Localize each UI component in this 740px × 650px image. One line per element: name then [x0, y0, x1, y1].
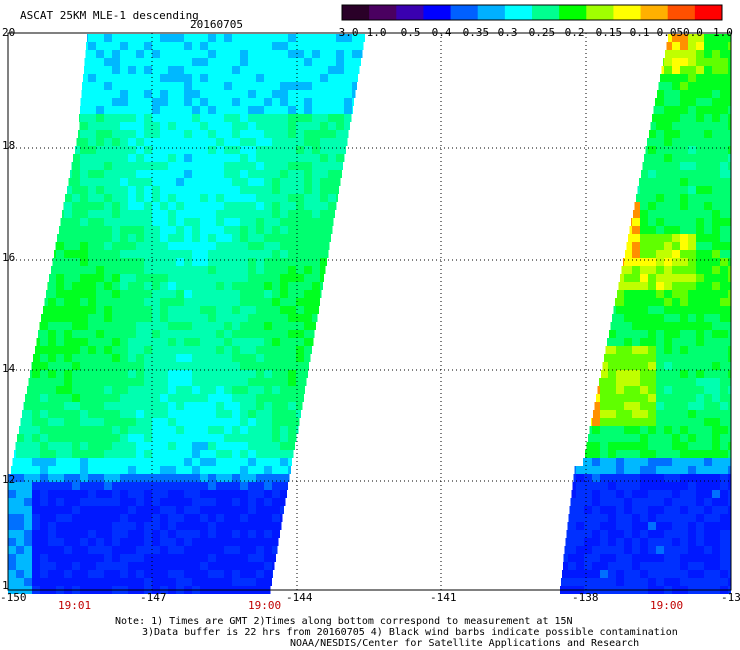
lon-label: -13: [721, 591, 740, 604]
colorbar-tick-label: -0.15: [589, 26, 623, 39]
colorbar-tick-label: -1.0: [360, 26, 387, 39]
colorbar-tick-label: -0.4: [425, 26, 452, 39]
colorbar-swatch: [694, 5, 723, 20]
lon-label: -141: [430, 591, 457, 604]
colorbar-tick-label: -0.35: [456, 26, 490, 39]
lon-label: -150: [0, 591, 27, 604]
lat-label: 20: [2, 26, 16, 39]
colorbar-tick-label: -3.0: [332, 26, 359, 39]
colorbar-tick-label: -0.25: [522, 26, 556, 39]
map-gridlines: [8, 33, 731, 590]
colorbar-swatch: [559, 5, 587, 20]
colorbar-swatch: [342, 5, 370, 20]
lon-label: -138: [572, 591, 599, 604]
colorbar-swatch: [504, 5, 533, 20]
colorbar-swatch: [396, 5, 424, 20]
footer-note-3: NOAA/NESDIS/Center for Satellite Applica…: [290, 638, 640, 649]
colorbar-swatch: [613, 5, 642, 20]
lat-label: 1: [2, 579, 9, 592]
date-label: 20160705: [190, 18, 243, 31]
lat-label: 14: [2, 362, 16, 375]
swath-time-label: 19:00: [650, 599, 684, 612]
colorbar-tick-label: -0.1: [623, 26, 650, 39]
footer-note-1: Note: 1) Times are GMT 2)Times along bot…: [115, 616, 573, 627]
colorbar-tick-label: -0.05: [650, 26, 684, 39]
colorbar-tick-label: -0.5: [394, 26, 421, 39]
colorbar-swatch: [423, 5, 452, 20]
lon-label: -147: [140, 591, 167, 604]
swath-time-label: 19:01: [58, 599, 92, 612]
colorbar-tick-label: 1.0: [713, 26, 733, 39]
colorbar-swatch: [477, 5, 506, 20]
colorbar: [341, 4, 723, 21]
colorbar-swatch: [586, 5, 614, 20]
lat-label: 12: [2, 473, 16, 486]
colorbar-tick-label: -0.3: [491, 26, 518, 39]
colorbar-swatch: [369, 5, 397, 20]
colorbar-tick-label: 0.0: [683, 26, 703, 39]
swath-time-label: 19:00: [248, 599, 282, 612]
colorbar-swatch: [640, 5, 669, 20]
lat-label: 16: [2, 251, 16, 264]
product-title: ASCAT 25KM MLE-1 descending: [20, 9, 199, 22]
lon-label: -144: [286, 591, 313, 604]
colorbar-tick-label: -0.2: [558, 26, 585, 39]
colorbar-frame: [341, 4, 723, 21]
colorbar-swatch: [532, 5, 560, 20]
footer-note-2: 3)Data buffer is 22 hrs from 20160705 4)…: [142, 627, 678, 638]
colorbar-swatch: [667, 5, 696, 20]
map-frame: [7, 32, 732, 591]
colorbar-swatch: [450, 5, 479, 20]
lat-label: 18: [2, 139, 16, 152]
swath-left: [8, 34, 365, 594]
